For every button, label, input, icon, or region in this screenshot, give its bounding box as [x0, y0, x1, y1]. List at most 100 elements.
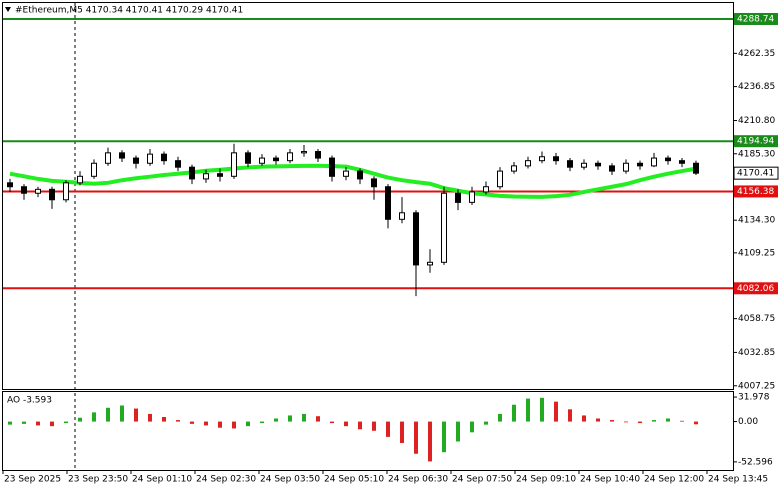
ao-bar [694, 421, 698, 425]
candle-body [161, 153, 167, 162]
candle-body [427, 261, 433, 266]
candle-body [273, 157, 279, 162]
ao-bar [176, 420, 180, 422]
candle-body [637, 162, 643, 167]
candle-body [483, 186, 489, 193]
ao-bar [148, 413, 152, 422]
candle-body [175, 160, 181, 168]
ao-bar [568, 409, 572, 422]
candle-body [539, 156, 545, 162]
ao-bar [498, 413, 502, 422]
ao-bar [274, 418, 278, 422]
y-tick-label: 4236.85 [738, 82, 775, 92]
ao-bar [386, 421, 390, 437]
ao-bar [22, 421, 26, 424]
candle-body [329, 157, 335, 177]
ao-bar [106, 407, 110, 422]
candle-body [91, 162, 97, 177]
y-tick-label: 4262.35 [738, 49, 775, 59]
level-label: 4082.06 [737, 284, 774, 294]
candle-body [63, 182, 69, 201]
ao-frame [2, 391, 734, 471]
level-label: 4194.94 [737, 137, 774, 147]
moving-average [9, 163, 697, 199]
candle-body [35, 188, 41, 194]
candle-body [287, 152, 293, 162]
ao-bar [260, 421, 264, 424]
x-tick-label: 24 Sep 02:30 [196, 475, 256, 485]
candle-body [609, 165, 615, 172]
candle-body [553, 156, 559, 162]
y-tick-label: 4058.75 [738, 314, 775, 324]
candle-body [651, 157, 657, 167]
ao-bar [92, 412, 96, 422]
candle-body [623, 162, 629, 172]
y-tick-label: 4007.25 [738, 381, 775, 391]
ao-bar [316, 416, 320, 422]
ao-bar [246, 421, 250, 427]
candle-body [21, 186, 27, 194]
ao-bar [372, 421, 376, 431]
candle-body [371, 178, 377, 188]
x-tick-label: 24 Sep 07:50 [452, 475, 512, 485]
candle-body [203, 173, 209, 180]
level-label-bg [734, 135, 778, 148]
x-tick-label: 24 Sep 05:10 [324, 475, 384, 485]
candle-body [315, 151, 321, 159]
ao-bar [162, 416, 166, 422]
level-label-bg [734, 12, 778, 25]
ao-tick-label: 0.00 [738, 417, 758, 427]
ao-bar [190, 421, 194, 424]
y-tick-label: 4134.30 [738, 216, 775, 226]
ao-bar [666, 418, 670, 422]
candle-body [245, 152, 251, 164]
candle-body [105, 152, 111, 164]
ao-bar [36, 421, 40, 426]
ao-bar [680, 420, 684, 422]
x-tick-label: 24 Sep 13:45 [708, 475, 768, 485]
candle-body [119, 152, 125, 159]
ao-tick-label: -52.596 [738, 457, 773, 467]
candle-body [511, 165, 517, 172]
candle-body [7, 182, 13, 188]
title-icon [5, 7, 11, 12]
candle-body [49, 188, 55, 201]
ao-bar [428, 421, 432, 462]
ao-bar [624, 421, 628, 423]
y-tick-label: 4032.85 [738, 348, 775, 358]
ao-bar [442, 421, 446, 453]
ao-bar [302, 413, 306, 422]
candle-body [413, 212, 419, 266]
ao-bar [232, 421, 236, 429]
candle-body [497, 170, 503, 188]
ao-bar [78, 417, 82, 422]
level-label: 4156.38 [737, 187, 774, 197]
ao-bar [400, 421, 404, 444]
y-tick-label: 4210.80 [738, 116, 775, 126]
candle-body [147, 153, 153, 164]
ao-bar [344, 421, 348, 427]
candle-body [385, 186, 391, 220]
x-tick-label: 24 Sep 06:30 [388, 475, 448, 485]
ao-bar [204, 421, 208, 426]
candle-body [399, 212, 405, 220]
ao-bar [456, 421, 460, 442]
ao-label: AO -3.593 [7, 396, 52, 406]
candle-body [455, 192, 461, 203]
candle-body [189, 166, 195, 180]
ao-bar [470, 421, 474, 433]
candle-body [441, 192, 447, 263]
candle-body [343, 170, 349, 177]
ao-bar [218, 421, 222, 428]
candle-body [259, 157, 265, 164]
ao-bar [8, 421, 12, 425]
ao-bar [134, 408, 138, 422]
x-tick-label: 24 Sep 01:10 [132, 475, 192, 485]
ao-bar [652, 420, 656, 422]
ao-bar [554, 401, 558, 422]
price-label-bg [733, 166, 779, 180]
level-label: 4288.74 [737, 14, 774, 24]
main-frame [2, 2, 734, 390]
